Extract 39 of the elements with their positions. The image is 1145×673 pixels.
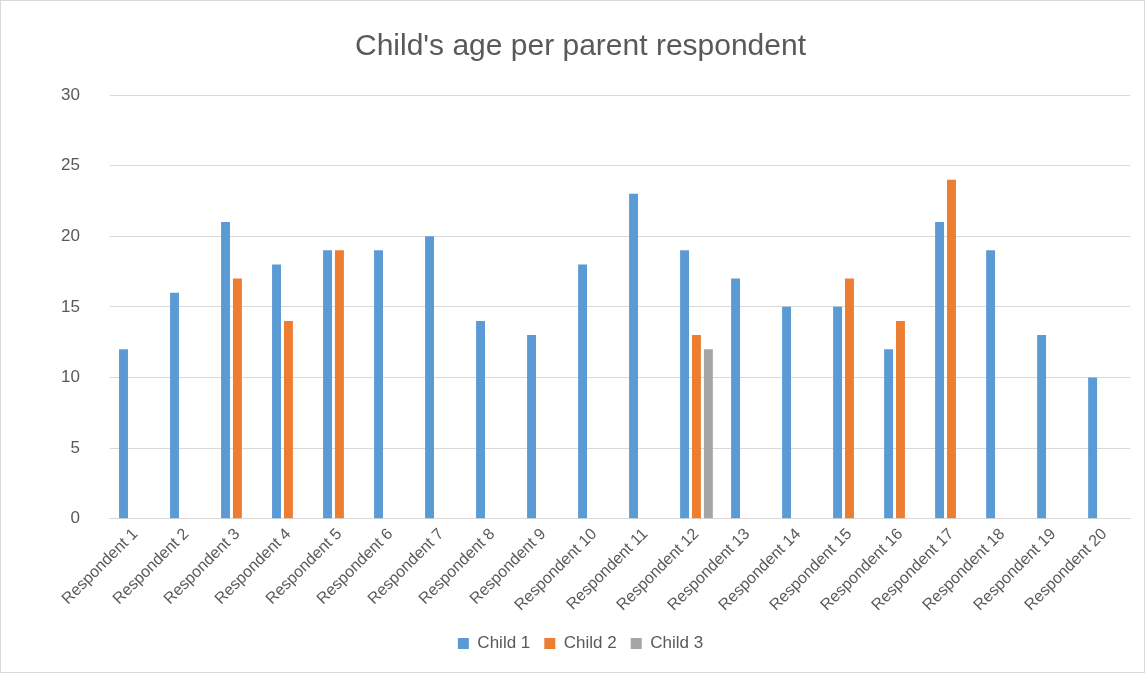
- bar: [692, 335, 701, 519]
- bar: [272, 264, 281, 519]
- y-tick-label: 30: [60, 84, 80, 104]
- y-tick-label: 15: [60, 296, 80, 316]
- bar: [232, 278, 242, 519]
- y-tick-label: 0: [70, 508, 80, 528]
- bar: [283, 320, 293, 519]
- bar: [896, 320, 905, 519]
- bar: [782, 306, 792, 519]
- y-tick-label: 10: [60, 367, 80, 387]
- legend-label: Child 3: [650, 633, 704, 653]
- bar: [374, 250, 383, 519]
- bar: [221, 222, 230, 519]
- bar: [947, 179, 956, 519]
- bar: [578, 264, 588, 519]
- bar: [986, 250, 996, 519]
- bar: [680, 250, 690, 519]
- y-tick-label: 25: [60, 155, 80, 175]
- y-tick-label: 5: [70, 437, 80, 457]
- bar: [1088, 377, 1098, 519]
- bar: [170, 292, 179, 519]
- bar: [1037, 335, 1047, 519]
- bar: [119, 349, 128, 519]
- chart-title: Child's age per parent respondent: [354, 28, 807, 62]
- bar: [334, 250, 344, 519]
- legend-label: Child 1: [477, 633, 531, 653]
- bar: [425, 236, 434, 519]
- bar: [476, 320, 486, 519]
- bar: [731, 278, 741, 519]
- bar: [884, 349, 894, 519]
- y-tick-label: 20: [60, 225, 80, 245]
- bar: [323, 250, 332, 519]
- bar: [845, 278, 854, 519]
- bar: [629, 193, 639, 519]
- legend-label: Child 2: [563, 633, 617, 653]
- bar: [703, 349, 713, 519]
- bar: [935, 222, 945, 519]
- bar: [527, 335, 537, 519]
- bar: [833, 306, 843, 519]
